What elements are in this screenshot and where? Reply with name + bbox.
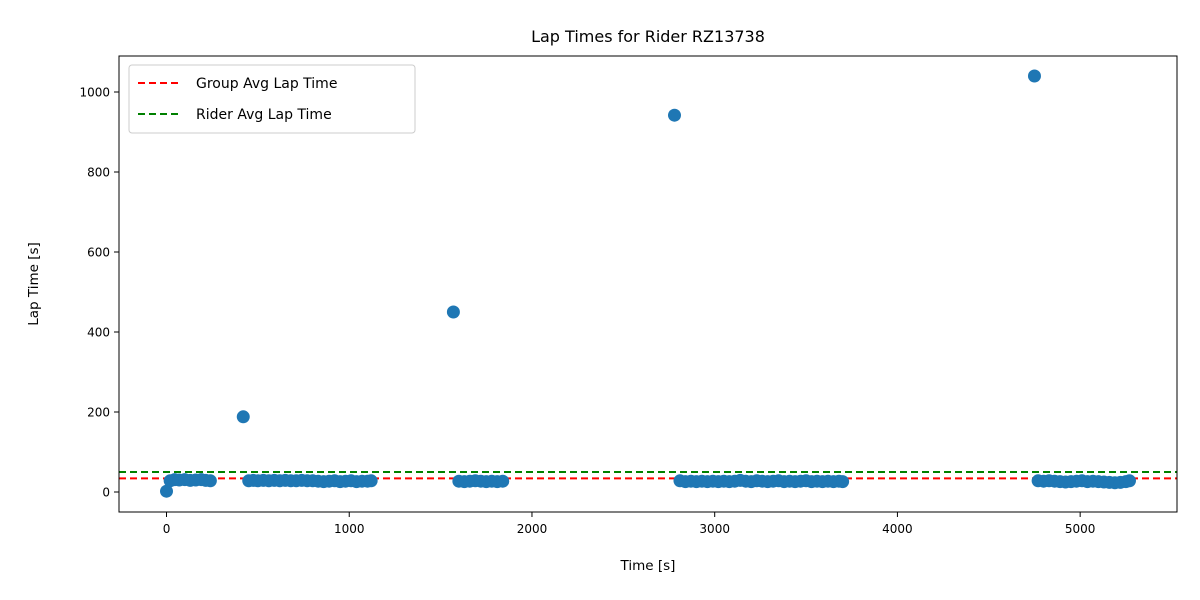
data-point	[203, 474, 217, 488]
data-point	[364, 474, 378, 488]
plot-area: 0 1000 2000 3000 4000 5000 0 200 400 600 800 1000	[79, 69, 1177, 536]
x-tick-label: 3000	[699, 522, 730, 536]
x-tick-label: 0	[163, 522, 171, 536]
data-point	[160, 484, 174, 498]
data-point	[836, 475, 850, 489]
x-tick-label: 2000	[517, 522, 548, 536]
legend-label-group-avg: Group Avg Lap Time	[196, 76, 337, 92]
legend-frame	[128, 64, 416, 134]
y-axis-label: Lap Time [s]	[26, 242, 42, 326]
y-tick-label: 200	[87, 406, 110, 420]
data-point	[667, 108, 681, 122]
data-point	[496, 474, 510, 488]
x-axis-label: Time [s]	[620, 558, 676, 574]
data-point	[446, 305, 460, 319]
x-tick-label: 5000	[1065, 522, 1096, 536]
data-point	[1027, 69, 1041, 83]
x-tick-label: 1000	[334, 522, 365, 536]
data-point	[1122, 474, 1136, 488]
y-tick-label: 400	[87, 326, 110, 340]
y-tick-label: 600	[87, 246, 110, 260]
legend: Group Avg Lap Time Rider Avg Lap Time	[128, 64, 416, 134]
chart-title: Lap Times for Rider RZ13738	[531, 27, 765, 46]
plot-frame	[118, 55, 1178, 513]
y-tick-label: 0	[102, 486, 110, 500]
y-tick-label: 800	[87, 166, 110, 180]
data-point	[236, 410, 250, 424]
x-tick-label: 4000	[882, 522, 913, 536]
y-tick-label: 1000	[79, 86, 110, 100]
legend-label-rider-avg: Rider Avg Lap Time	[196, 107, 332, 123]
